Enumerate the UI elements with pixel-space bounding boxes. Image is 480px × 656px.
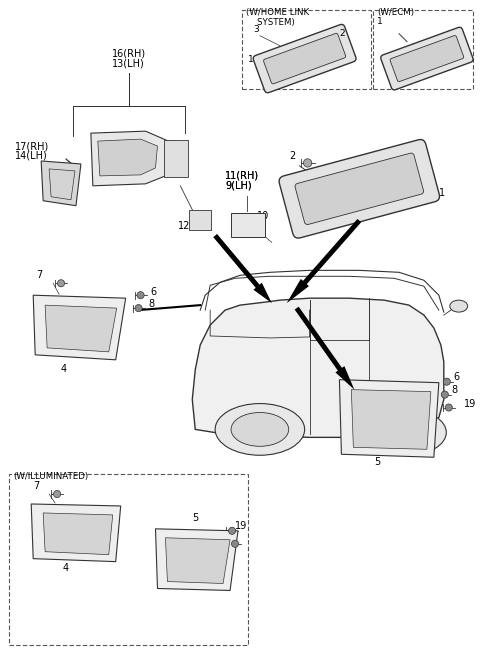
Ellipse shape (385, 417, 433, 447)
Ellipse shape (58, 279, 65, 287)
FancyBboxPatch shape (279, 140, 440, 238)
Text: 6: 6 (454, 372, 460, 382)
FancyBboxPatch shape (165, 140, 188, 177)
FancyBboxPatch shape (295, 153, 424, 224)
Text: 9(LH): 9(LH) (225, 181, 252, 191)
Ellipse shape (443, 378, 450, 385)
Ellipse shape (303, 159, 312, 167)
FancyBboxPatch shape (264, 33, 346, 84)
Ellipse shape (135, 304, 142, 312)
FancyBboxPatch shape (253, 24, 356, 92)
Text: 12: 12 (179, 220, 191, 230)
Text: 5: 5 (192, 513, 199, 523)
Text: 8: 8 (452, 384, 458, 395)
Polygon shape (49, 169, 75, 199)
Text: 6: 6 (151, 287, 156, 297)
Ellipse shape (231, 540, 239, 547)
Ellipse shape (228, 527, 236, 535)
Polygon shape (41, 161, 81, 206)
Text: 1: 1 (377, 17, 383, 26)
Polygon shape (287, 219, 361, 303)
Text: 5: 5 (374, 457, 381, 467)
Text: 4: 4 (63, 563, 69, 573)
Text: (W/ILLUMINATED): (W/ILLUMINATED) (13, 472, 88, 481)
Polygon shape (166, 538, 230, 584)
Ellipse shape (53, 491, 60, 498)
Text: 11(RH): 11(RH) (225, 171, 259, 181)
Polygon shape (351, 390, 431, 449)
Text: 3: 3 (253, 25, 259, 33)
FancyBboxPatch shape (189, 210, 211, 230)
Polygon shape (192, 298, 444, 438)
Text: 7: 7 (33, 481, 39, 491)
Polygon shape (339, 380, 439, 457)
Text: 7: 7 (36, 270, 42, 280)
Polygon shape (45, 305, 117, 352)
Polygon shape (156, 529, 238, 590)
Polygon shape (213, 234, 272, 303)
Text: 8: 8 (148, 299, 155, 309)
Text: 10: 10 (257, 211, 269, 220)
Ellipse shape (137, 292, 144, 298)
Bar (9, 474, 248, 645)
Text: (W/ECM): (W/ECM) (377, 8, 414, 17)
Ellipse shape (450, 300, 468, 312)
Bar (373, 10, 473, 89)
Ellipse shape (231, 413, 288, 446)
FancyBboxPatch shape (231, 213, 265, 237)
Ellipse shape (445, 404, 452, 411)
Text: 1: 1 (439, 188, 445, 197)
FancyBboxPatch shape (381, 28, 473, 90)
Text: (W/HOME LINK
    SYSTEM): (W/HOME LINK SYSTEM) (246, 8, 309, 28)
FancyBboxPatch shape (390, 35, 464, 81)
Polygon shape (91, 131, 168, 186)
Polygon shape (31, 504, 120, 562)
Text: 9(LH): 9(LH) (225, 181, 252, 191)
Text: 19: 19 (235, 521, 247, 531)
Text: 4: 4 (61, 363, 67, 374)
Polygon shape (98, 139, 157, 176)
Polygon shape (43, 513, 113, 555)
Polygon shape (295, 307, 354, 390)
Text: 2: 2 (339, 29, 345, 37)
Text: 2: 2 (290, 151, 296, 161)
Text: 11(RH): 11(RH) (225, 171, 259, 181)
Bar (242, 10, 371, 89)
Ellipse shape (441, 391, 448, 398)
Text: 1: 1 (248, 54, 254, 64)
Text: 19: 19 (464, 399, 476, 409)
Polygon shape (33, 295, 126, 359)
Text: 14(LH): 14(LH) (15, 151, 48, 161)
Text: 17(RH): 17(RH) (15, 141, 49, 151)
Text: 13(LH): 13(LH) (112, 58, 145, 68)
Ellipse shape (372, 410, 446, 455)
Ellipse shape (215, 403, 305, 455)
Text: 16(RH): 16(RH) (111, 49, 146, 58)
